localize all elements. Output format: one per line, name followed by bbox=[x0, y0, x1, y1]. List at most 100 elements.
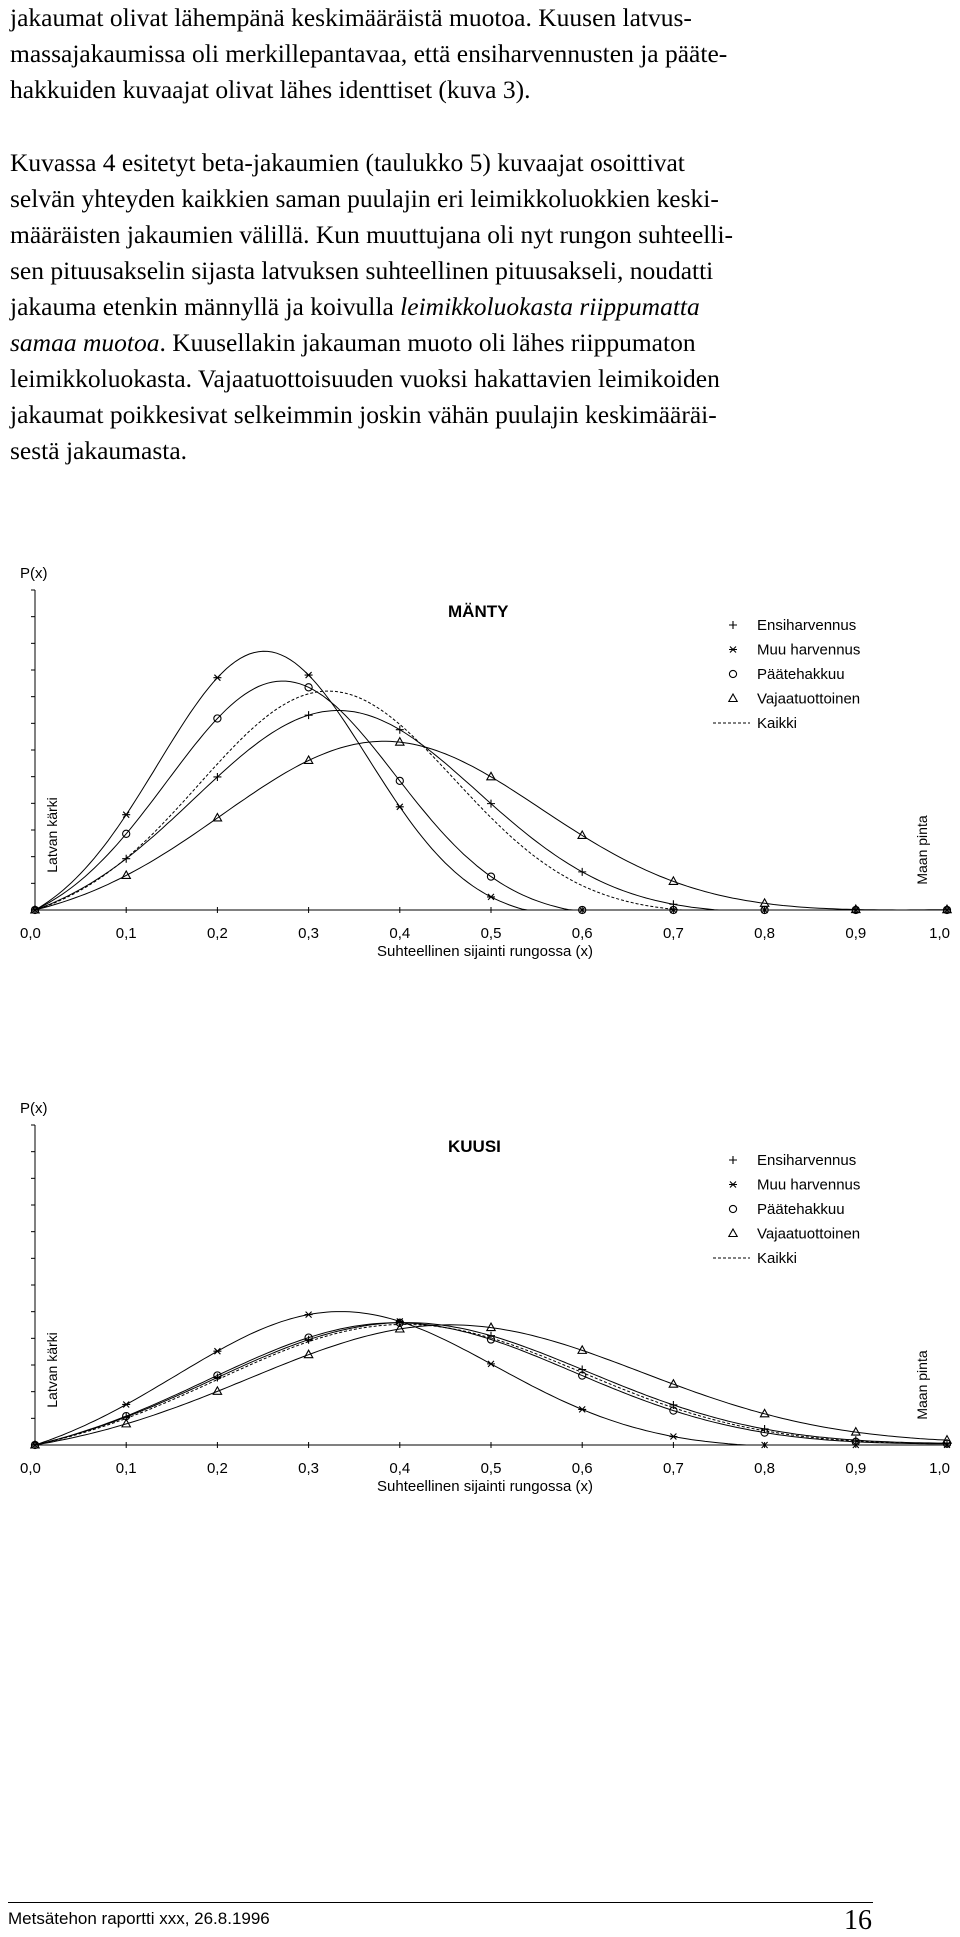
x-tick-label: 0,5 bbox=[481, 1460, 502, 1477]
text-line: jakaumat olivat lähempänä keskimääräistä… bbox=[10, 3, 692, 32]
legend-marker bbox=[729, 621, 737, 629]
x-tick-label: 0,0 bbox=[20, 925, 41, 942]
chart-kuusi: 0,0 0,1 0,2 0,3 0,4 0,5 0,6 0,7 0,8 0,9 1,0 P(x) Suh… bbox=[20, 1100, 953, 1495]
data-point bbox=[395, 776, 404, 786]
legend-item: Vajaatuottoinen bbox=[727, 691, 860, 708]
data-point bbox=[213, 714, 222, 723]
data-point bbox=[669, 1433, 678, 1440]
data-point bbox=[304, 1333, 313, 1342]
x-tick-label: 1,0 bbox=[929, 925, 950, 942]
legend-marker bbox=[729, 1181, 737, 1188]
x-tick-label: 0,7 bbox=[663, 1460, 684, 1477]
data-point bbox=[122, 1401, 131, 1408]
x-tick-label: 0,2 bbox=[207, 1460, 228, 1477]
legend-marker bbox=[728, 669, 738, 679]
data-point bbox=[669, 1400, 678, 1409]
legend-marker bbox=[729, 1156, 737, 1164]
right-side-label: Maan pinta bbox=[914, 815, 930, 884]
footer-rule bbox=[8, 1902, 873, 1903]
legend-marker bbox=[727, 1227, 739, 1238]
data-point bbox=[577, 1344, 588, 1354]
legend-label: Ensiharvennus bbox=[757, 617, 856, 634]
legend-label: Muu harvennus bbox=[757, 1177, 860, 1194]
legend-item: Muu harvennus bbox=[729, 642, 860, 659]
x-tick-label: 0,7 bbox=[663, 925, 684, 942]
data-point bbox=[487, 893, 495, 901]
data-point bbox=[487, 799, 495, 808]
data-point bbox=[760, 1441, 769, 1449]
data-point bbox=[304, 711, 313, 720]
data-point bbox=[759, 1408, 770, 1418]
x-tick-label: 0,5 bbox=[481, 925, 502, 942]
series-line bbox=[34, 1324, 948, 1446]
italic-text: samaa muotoa bbox=[10, 328, 160, 357]
data-point bbox=[212, 1385, 223, 1395]
legend-marker bbox=[727, 692, 739, 703]
series-line bbox=[34, 1322, 947, 1446]
legend-marker bbox=[729, 646, 737, 653]
text-line: sen pituusakselin sijasta latvuksen suht… bbox=[10, 256, 714, 285]
x-tick-label: 0,1 bbox=[116, 1460, 137, 1477]
x-tick-label: 0,2 bbox=[207, 925, 228, 942]
x-tick-label: 0,3 bbox=[298, 1460, 319, 1477]
y-axis-label: P(x) bbox=[20, 565, 48, 582]
data-point bbox=[578, 1406, 587, 1413]
x-axis-label: Suhteellinen sijainti rungossa (x) bbox=[377, 943, 593, 960]
chart-manty: 0,0 0,1 0,2 0,3 0,4 0,5 0,6 0,7 0,8 0,9 1,0 P(x) Suh… bbox=[20, 565, 953, 960]
legend-item: Ensiharvennus bbox=[729, 1152, 856, 1169]
data-point bbox=[212, 812, 223, 822]
legend-item: Päätehakkuu bbox=[728, 666, 845, 683]
data-point bbox=[395, 1318, 404, 1327]
text-line: leimikkoluokasta. Vajaatuottoisuuden vuo… bbox=[10, 364, 720, 393]
data-point bbox=[486, 872, 496, 881]
data-point bbox=[668, 1378, 679, 1388]
data-point bbox=[395, 725, 404, 734]
data-point bbox=[394, 1323, 405, 1333]
text-line: hakkuiden kuvaajat olivat lähes identtis… bbox=[10, 75, 531, 104]
x-tick-label: 0,6 bbox=[572, 925, 593, 942]
x-tick-label: 1,0 bbox=[929, 1460, 950, 1477]
x-axis-label: Suhteellinen sijainti rungossa (x) bbox=[377, 1478, 593, 1495]
data-point bbox=[577, 829, 588, 840]
data-point bbox=[122, 829, 131, 838]
data-point bbox=[121, 869, 132, 879]
data-point bbox=[669, 1406, 678, 1415]
series-line bbox=[34, 680, 947, 911]
legend-item: Kaikki bbox=[713, 715, 797, 732]
series-line bbox=[34, 740, 947, 911]
legend-item: Päätehakkuu bbox=[728, 1201, 845, 1218]
x-tick-label: 0,4 bbox=[389, 925, 410, 942]
data-point bbox=[394, 736, 405, 746]
data-point bbox=[213, 674, 222, 682]
text-line: määräisten jakaumien välillä. Kun muuttu… bbox=[10, 220, 734, 249]
data-point bbox=[213, 1347, 222, 1355]
series-vajaatuottoinen bbox=[29, 1321, 953, 1449]
x-tick-label: 0,9 bbox=[845, 925, 866, 942]
x-tick-label: 0,0 bbox=[20, 1460, 41, 1477]
paragraph-2: Kuvassa 4 esitetyt beta-jakaumien (taulu… bbox=[10, 145, 880, 469]
right-side-label: Maan pinta bbox=[914, 1350, 930, 1419]
data-point bbox=[850, 1426, 861, 1436]
series-line bbox=[34, 1323, 947, 1446]
data-point bbox=[303, 1349, 314, 1359]
series-p-tehakkuu bbox=[30, 1318, 952, 1450]
legend-item: Kaikki bbox=[713, 1250, 797, 1267]
text-line: selvän yhteyden kaikkien saman puulajin … bbox=[10, 184, 719, 213]
data-point bbox=[485, 771, 497, 781]
x-tick-label: 0,8 bbox=[754, 1460, 775, 1477]
series-line bbox=[34, 690, 947, 911]
data-point bbox=[487, 1360, 495, 1368]
series-ensiharvennus bbox=[31, 1318, 951, 1449]
legend-item: Vajaatuottoinen bbox=[727, 1226, 860, 1243]
data-point bbox=[941, 904, 953, 914]
legend-item: Ensiharvennus bbox=[729, 617, 856, 634]
series-ensiharvennus bbox=[31, 710, 951, 914]
legend-item: Muu harvennus bbox=[729, 1177, 860, 1194]
series-vajaatuottoinen bbox=[29, 736, 953, 914]
legend-label: Kaikki bbox=[757, 715, 797, 732]
series-kaikki bbox=[34, 1323, 947, 1446]
chart-title: KUUSI bbox=[448, 1137, 501, 1156]
legend-label: Kaikki bbox=[757, 1250, 797, 1267]
text-line: . Kuusellakin jakauman muoto oli lähes r… bbox=[159, 328, 696, 357]
text-line: jakauma etenkin männyllä ja koivulla bbox=[10, 292, 401, 321]
